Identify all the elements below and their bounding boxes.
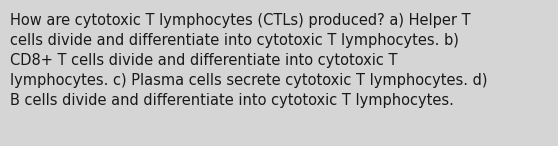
Text: How are cytotoxic T lymphocytes (CTLs) produced? a) Helper T
cells divide and di: How are cytotoxic T lymphocytes (CTLs) p…	[10, 13, 488, 108]
